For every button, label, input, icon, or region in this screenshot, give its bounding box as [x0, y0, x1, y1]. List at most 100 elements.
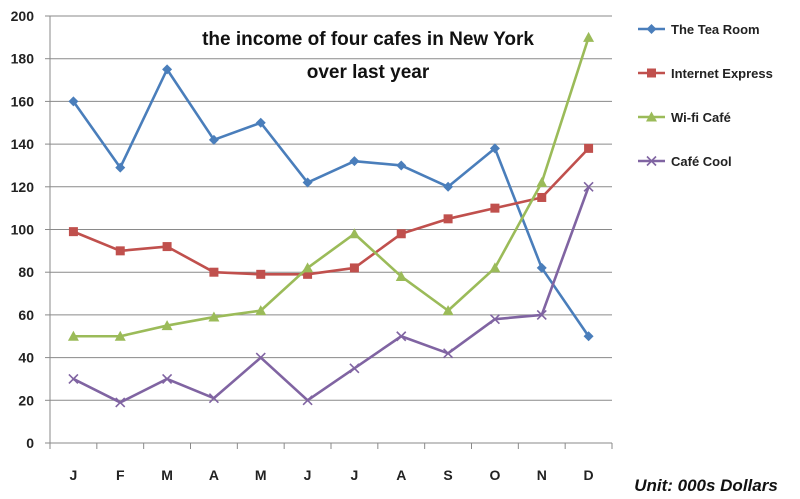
legend-label: Café Cool: [671, 154, 732, 169]
data-point: [489, 262, 501, 273]
y-tick-label: 160: [11, 93, 35, 109]
series-internet-express: [68, 143, 594, 279]
y-tick-label: 140: [11, 136, 35, 152]
x-tick-label: S: [443, 467, 452, 483]
series-line: [72, 147, 590, 276]
data-point: [443, 181, 454, 192]
data-point: [208, 393, 219, 404]
x-marker-stroke: [536, 309, 547, 320]
series-line: [72, 68, 590, 337]
data-point: [396, 229, 406, 239]
x-tick-label: M: [255, 467, 267, 483]
legend-item: The Tea Room: [638, 22, 760, 37]
x-marker-stroke: [349, 363, 360, 374]
data-point: [442, 305, 454, 316]
x-tick-label: J: [70, 467, 78, 483]
data-point: [536, 177, 548, 188]
series-group: [67, 31, 595, 408]
series-wi-fi-caf: [67, 31, 595, 341]
data-point: [584, 143, 594, 153]
data-point: [162, 373, 173, 385]
chart-subtitle: over last year: [307, 62, 430, 83]
x-tick-label: J: [351, 467, 359, 483]
data-point: [490, 203, 500, 213]
data-point: [255, 305, 267, 316]
x-marker-stroke: [583, 181, 594, 192]
series-caf-cool: [68, 181, 594, 408]
y-axis-tick-labels: 0 20 40 60 80 100 120 140 160 180 200: [11, 8, 35, 451]
data-point: [114, 330, 126, 341]
data-point: [208, 311, 220, 322]
data-point: [443, 214, 453, 224]
gridlines: [50, 15, 612, 401]
x-tick-label: J: [304, 467, 312, 483]
data-point: [115, 397, 126, 408]
x-marker-stroke: [646, 155, 657, 167]
y-tick-label: 40: [18, 350, 34, 366]
legend-label: Internet Express: [671, 66, 773, 81]
legend-marker: [646, 24, 657, 34]
data-point: [68, 373, 79, 385]
data-point: [536, 262, 547, 273]
x-tick-label: M: [161, 467, 173, 483]
legend-label: Wi-fi Café: [671, 110, 731, 125]
data-point: [68, 227, 78, 237]
axes: [45, 15, 613, 449]
data-point: [302, 395, 313, 406]
data-point: [489, 143, 500, 154]
y-tick-label: 20: [18, 392, 34, 408]
x-tick-label: A: [209, 467, 219, 483]
x-marker-stroke: [489, 314, 500, 325]
x-tick-label: N: [537, 467, 547, 483]
data-point: [583, 31, 595, 42]
data-point: [583, 181, 594, 192]
data-point: [349, 263, 359, 273]
data-point: [162, 64, 173, 75]
data-point: [162, 242, 172, 252]
x-tick-label: O: [489, 467, 500, 483]
data-point: [349, 156, 360, 167]
data-point: [396, 331, 407, 342]
legend-item: Café Cool: [638, 154, 732, 169]
x-marker-stroke: [115, 397, 126, 408]
unit-label: Unit: 000s Dollars: [634, 476, 778, 495]
x-marker-stroke: [396, 331, 407, 342]
data-point: [209, 267, 219, 277]
data-point: [302, 262, 314, 273]
x-marker-stroke: [255, 352, 266, 363]
data-point: [395, 270, 407, 281]
series-the-tea-room: [68, 64, 594, 342]
x-marker-stroke: [443, 348, 454, 359]
y-tick-label: 80: [18, 264, 34, 280]
data-point: [489, 314, 500, 325]
data-point: [537, 192, 547, 202]
legend-marker: [646, 155, 657, 167]
data-point: [208, 134, 219, 145]
data-point: [68, 96, 79, 107]
data-point: [303, 269, 313, 279]
data-point: [256, 269, 266, 279]
legend: The Tea Room Internet Express Wi-fi Café Ca…: [638, 22, 773, 169]
chart-title: the income of four cafes in New York: [202, 29, 534, 50]
data-point: [302, 177, 313, 188]
x-marker-stroke: [68, 373, 79, 385]
y-tick-label: 200: [11, 8, 35, 24]
series-line: [73, 36, 590, 338]
y-tick-label: 180: [11, 51, 35, 67]
x-marker-stroke: [162, 373, 173, 385]
data-point: [349, 363, 360, 374]
data-point: [115, 162, 126, 173]
legend-label: The Tea Room: [671, 22, 760, 37]
data-point: [583, 331, 594, 342]
x-marker-stroke: [208, 393, 219, 404]
x-tick-label: F: [116, 467, 125, 483]
data-point: [255, 352, 266, 363]
y-tick-label: 0: [26, 435, 34, 451]
legend-item: Wi-fi Café: [638, 110, 731, 125]
data-point: [255, 117, 266, 128]
data-point: [348, 228, 360, 239]
x-tick-label: A: [396, 467, 406, 483]
data-point: [161, 320, 173, 331]
